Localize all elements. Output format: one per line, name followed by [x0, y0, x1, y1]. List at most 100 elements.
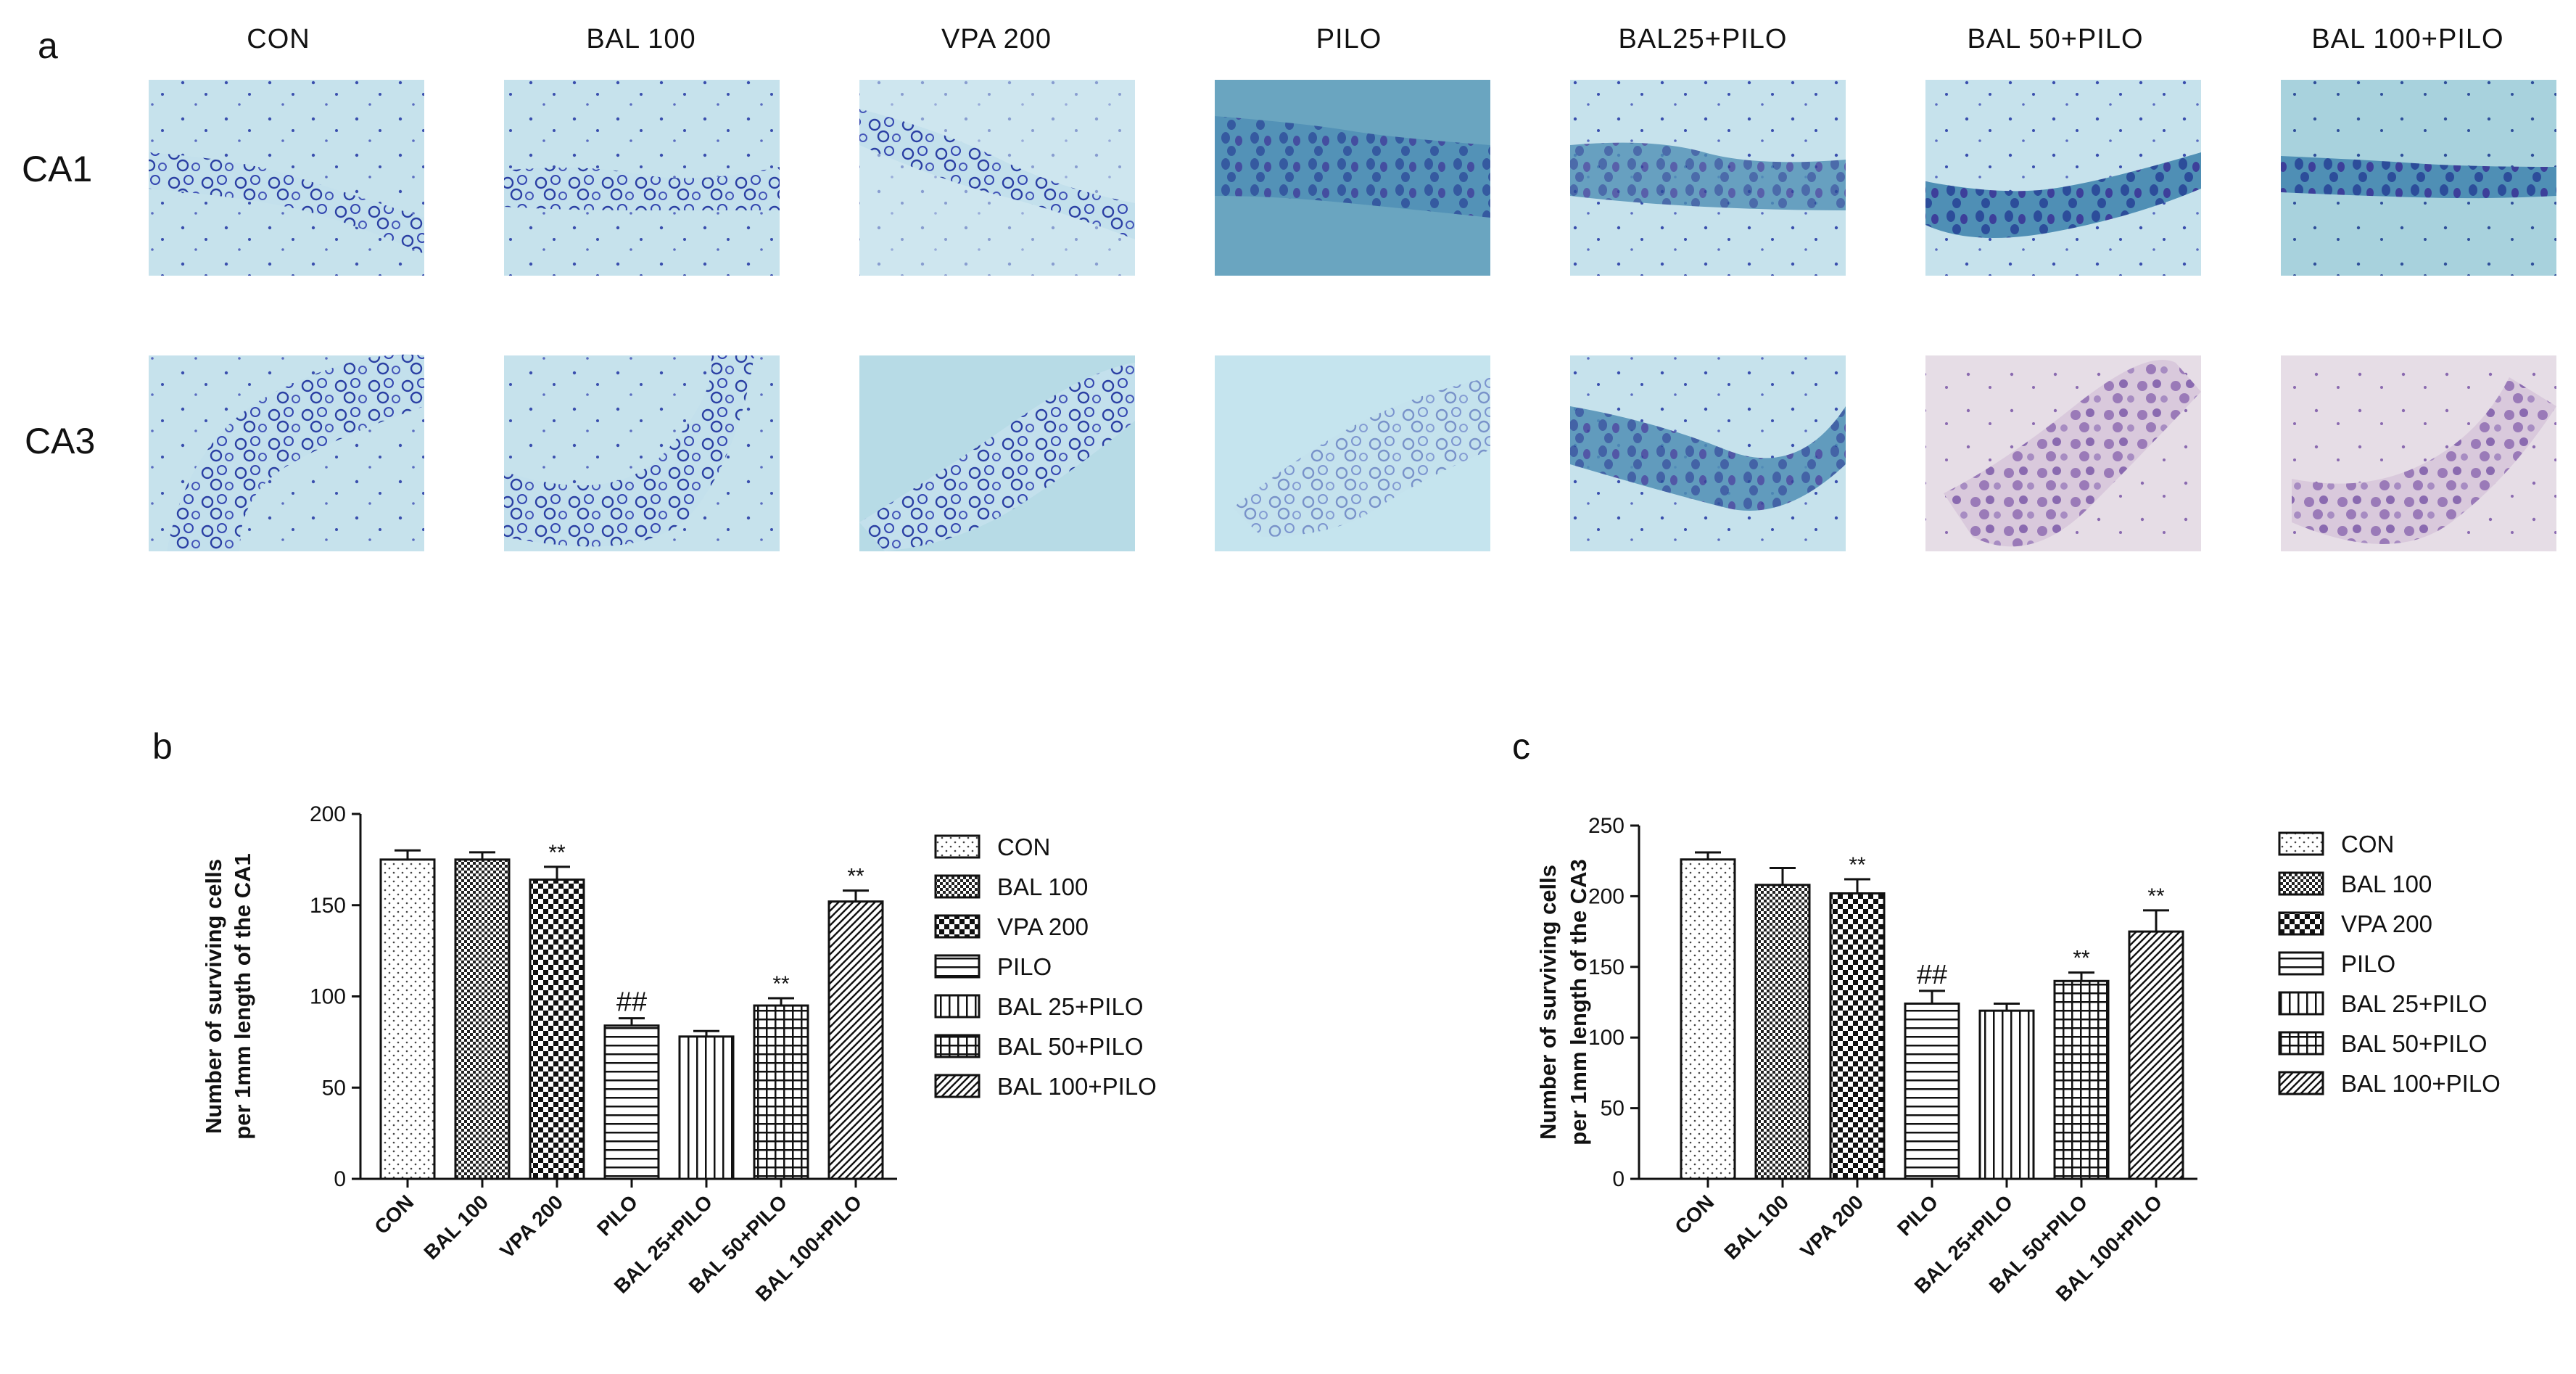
micrograph-ca1-bal25-pilo [1570, 80, 1846, 276]
chart-c-legend-label-6: BAL 50+PILO [2341, 1030, 2488, 1057]
chart-b-ytick-label: 0 [334, 1167, 346, 1191]
chart-c-annotation-7: ** [2147, 884, 2165, 908]
micrograph-row-ca1 [149, 80, 2556, 276]
micrograph-ca3-con [149, 354, 424, 551]
chart-c-ytick-label: 100 [1588, 1026, 1625, 1050]
micrograph-ca1-bal100-pilo [2281, 80, 2556, 276]
panel-c-label: c [1512, 726, 1530, 767]
chart-b-legend-swatch-1 [934, 834, 981, 859]
micrograph-ca1-vpa200 [859, 80, 1135, 276]
micrograph-ca1-bal100 [504, 80, 780, 276]
chart-b-category-label-4: PILO [593, 1190, 642, 1240]
col-title-bal25-pilo: BAL25+PILO [1619, 24, 1788, 54]
micrograph-ca3-bal100 [504, 355, 780, 551]
chart-c-bar-7 [2128, 930, 2184, 1180]
chart-c-category-label-2: BAL 100 [1720, 1190, 1793, 1264]
col-title-pilo: PILO [1316, 24, 1382, 54]
chart-b-bar-5 [678, 1035, 735, 1180]
chart-b-legend-label-4: PILO [997, 953, 1052, 980]
micrograph-ca3-bal25-pilo [1570, 355, 1846, 551]
micrograph-ca1-con [149, 80, 424, 276]
chart-b-legend-label-3: VPA 200 [997, 913, 1089, 940]
micrograph-ca1-pilo [1215, 80, 1490, 276]
chart-b-annotation-3: ** [548, 841, 566, 865]
chart-b-annotation-6: ** [772, 972, 790, 996]
chart-b-legend-swatch-5 [934, 994, 981, 1019]
chart-c-annotation-4: ## [1917, 960, 1947, 990]
chart-b-category-label-2: BAL 100 [419, 1190, 492, 1264]
chart-c-legend-swatch-7 [2278, 1071, 2324, 1095]
chart-c-legend-label-5: BAL 25+PILO [2341, 990, 2488, 1017]
chart-b-bar-3 [529, 879, 585, 1180]
chart-c-bar-6 [2053, 979, 2110, 1180]
micrograph-ca1-bal50-pilo [1925, 80, 2201, 276]
chart-c-ytick-label: 50 [1601, 1097, 1625, 1121]
chart-c-legend-swatch-2 [2278, 871, 2324, 896]
chart-b-legend-swatch-4 [934, 954, 981, 979]
chart-c-ytick-label: 0 [1612, 1167, 1625, 1191]
chart-b-legend-label-6: BAL 50+PILO [997, 1033, 1144, 1060]
micrograph-row-ca3 [149, 354, 2556, 551]
chart-b-legend-swatch-2 [934, 874, 981, 899]
chart-c-annotation-6: ** [2073, 947, 2090, 971]
chart-b-bar-2 [454, 858, 511, 1180]
chart-c-bar-1 [1680, 858, 1736, 1180]
col-title-con: CON [247, 24, 310, 54]
chart-b-legend-swatch-6 [934, 1034, 981, 1058]
chart-c-category-label-4: PILO [1893, 1190, 1942, 1240]
chart-b-annotation-4: ## [616, 987, 647, 1018]
chart-c-legend-swatch-4 [2278, 951, 2324, 976]
chart-c-bar-5 [1978, 1009, 2035, 1180]
chart-c-bar-3 [1829, 892, 1886, 1180]
chart-c-ylabel-line2: per 1mm length of the CA3 [1566, 859, 1591, 1145]
chart-b-legend-swatch-7 [934, 1074, 981, 1098]
chart-b-bar-1 [379, 858, 436, 1180]
chart-c-ytick-label: 150 [1588, 955, 1625, 979]
micrograph-ca3-vpa200 [859, 355, 1135, 551]
chart-c-ylabel-line1: Number of surviving cells [1535, 865, 1561, 1140]
micrograph-ca3-pilo [1215, 355, 1490, 551]
chart-b: 0 50 100 150 200 Number of surviving cells per… [201, 802, 1157, 1306]
chart-b-ytick-label: 200 [310, 802, 346, 826]
chart-c-legend-label-7: BAL 100+PILO [2341, 1070, 2501, 1097]
chart-c-ytick-label: 200 [1588, 884, 1625, 908]
chart-b-ytick-label: 100 [310, 985, 346, 1009]
col-title-bal100-pilo: BAL 100+PILO [2311, 24, 2503, 54]
column-titles: CON BAL 100 VPA 200 PILO BAL25+PILO BAL … [247, 24, 2503, 54]
chart-c-bar-2 [1754, 884, 1811, 1180]
chart-c-legend-label-1: CON [2341, 831, 2394, 857]
panel-a-label: a [38, 25, 58, 66]
chart-b-legend-swatch-3 [934, 914, 981, 939]
chart-b-ytick-label: 150 [310, 894, 346, 918]
chart-c-legend-label-3: VPA 200 [2341, 910, 2432, 937]
micrograph-ca3-bal100-pilo [2281, 355, 2556, 551]
chart-b-bar-4 [603, 1024, 660, 1180]
chart-b-legend-label-1: CON [997, 834, 1050, 860]
col-title-bal50-pilo: BAL 50+PILO [1967, 24, 2143, 54]
chart-b-annotation-7: ** [847, 865, 864, 889]
chart-b-category-label-3: VPA 200 [495, 1190, 567, 1262]
chart-c: 0 50 100 150 200 250 Number of surviving cells… [1535, 814, 2501, 1306]
chart-b-bar-6 [753, 1004, 809, 1180]
chart-c-legend-swatch-5 [2278, 991, 2324, 1016]
chart-c-legend-label-2: BAL 100 [2341, 871, 2432, 897]
chart-c-ytick-label: 250 [1588, 814, 1625, 838]
chart-c-legend-label-4: PILO [2341, 950, 2395, 977]
chart-b-legend-label-7: BAL 100+PILO [997, 1073, 1157, 1100]
chart-c-annotation-3: ** [1849, 853, 1866, 877]
chart-c-category-label-1: CON [1670, 1190, 1718, 1238]
col-title-bal100: BAL 100 [586, 24, 695, 54]
chart-b-legend-label-5: BAL 25+PILO [997, 993, 1144, 1020]
chart-b-legend-label-2: BAL 100 [997, 873, 1088, 900]
chart-c-bar-4 [1904, 1002, 1960, 1180]
chart-b-ylabel-line1: Number of surviving cells [201, 859, 226, 1134]
chart-c-legend-swatch-1 [2278, 831, 2324, 856]
panel-b-label: b [152, 726, 173, 767]
chart-c-legend-swatch-3 [2278, 911, 2324, 936]
chart-c-category-label-3: VPA 200 [1796, 1190, 1867, 1262]
row-label-ca3: CA3 [25, 421, 95, 461]
micrograph-ca3-bal50-pilo [1925, 355, 2201, 551]
chart-b-category-label-1: CON [370, 1190, 418, 1238]
